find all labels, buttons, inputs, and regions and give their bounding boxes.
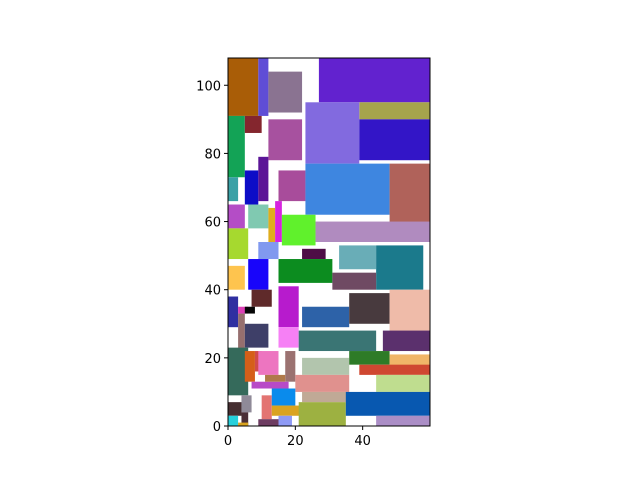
data-rect-55 [295, 375, 349, 392]
data-rect-13 [279, 170, 306, 201]
data-rect-30 [332, 273, 376, 290]
data-rect-63 [272, 389, 296, 406]
data-rect-18 [268, 208, 275, 242]
x-tick-label-0: 0 [224, 434, 232, 449]
data-rect-29 [279, 259, 333, 283]
data-rect-3 [319, 58, 430, 102]
data-rect-28 [248, 259, 268, 290]
data-rect-39 [238, 314, 245, 351]
data-rect-27 [228, 266, 245, 290]
data-rect-0 [228, 58, 258, 116]
y-tick-label-20: 20 [204, 352, 221, 367]
data-rect-53 [252, 382, 289, 389]
data-rect-54 [265, 375, 285, 382]
x-axis: 0 20 40 [224, 426, 371, 449]
data-rect-10 [228, 177, 238, 201]
data-rect-5 [305, 102, 359, 163]
y-tick-label-0: 0 [213, 420, 221, 435]
plot-area [228, 58, 430, 426]
data-rect-31 [252, 290, 272, 307]
data-rect-64 [302, 392, 349, 402]
data-rect-15 [390, 164, 430, 229]
data-rect-16 [228, 205, 245, 229]
data-rect-65 [272, 406, 302, 416]
data-rect-21 [316, 222, 430, 242]
data-rect-6 [359, 119, 430, 160]
data-rect-38 [390, 290, 430, 334]
data-rect-52 [359, 365, 430, 375]
data-rect-12 [258, 157, 268, 201]
data-rect-50 [349, 351, 389, 365]
data-rect-42 [299, 331, 376, 351]
data-rect-45 [245, 351, 255, 382]
data-rect-19 [275, 201, 282, 242]
data-rect-1 [258, 58, 268, 116]
data-rect-32 [279, 286, 299, 327]
data-rect-60 [228, 416, 238, 426]
data-rect-14 [305, 164, 389, 215]
data-rect-49 [302, 358, 349, 375]
y-tick-label-40: 40 [204, 284, 221, 299]
data-rect-4 [359, 102, 430, 119]
data-rect-56 [376, 375, 430, 392]
data-rect-58 [241, 395, 251, 412]
y-tick-label-100: 100 [196, 79, 221, 94]
data-rect-48 [285, 351, 295, 382]
data-rect-8 [245, 116, 262, 133]
data-rect-20 [282, 215, 316, 246]
data-rect-24 [302, 249, 326, 259]
y-tick-label-60: 60 [204, 216, 221, 231]
data-rect-70 [376, 416, 430, 426]
data-rect-66 [299, 402, 346, 426]
data-rect-69 [279, 416, 292, 426]
data-rect-11 [245, 170, 258, 204]
data-rect-61 [238, 423, 248, 426]
x-tick-label-40: 40 [354, 434, 371, 449]
data-rect-36 [302, 307, 349, 327]
data-rect-17 [248, 205, 268, 229]
data-rect-35 [245, 307, 255, 314]
data-rect-67 [346, 392, 430, 416]
data-rect-47 [258, 351, 278, 375]
data-rect-62 [262, 395, 272, 419]
data-rect-68 [258, 419, 278, 426]
data-rect-57 [228, 402, 241, 416]
x-tick-label-20: 20 [287, 434, 304, 449]
data-rect-26 [376, 245, 423, 289]
data-rect-33 [228, 297, 238, 328]
data-rect-22 [228, 228, 248, 259]
data-rect-37 [349, 293, 389, 324]
data-rect-40 [245, 324, 269, 348]
data-rect-43 [383, 331, 430, 351]
data-rect-9 [268, 119, 302, 160]
y-tick-label-80: 80 [204, 147, 221, 162]
data-rect-2 [268, 72, 302, 113]
y-axis: 0 20 40 60 80 100 [196, 79, 228, 435]
data-rect-41 [279, 327, 299, 347]
data-rect-25 [339, 245, 376, 269]
data-rect-23 [258, 242, 278, 259]
data-rect-7 [228, 116, 245, 177]
